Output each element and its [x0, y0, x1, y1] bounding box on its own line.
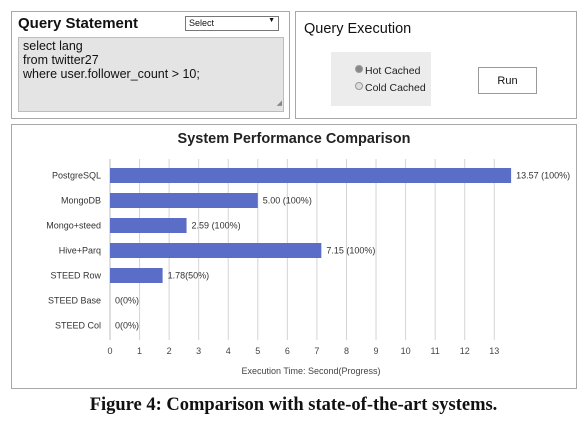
radio-label: Hot Cached — [365, 65, 421, 77]
x-axis-label: Execution Time: Second(Progress) — [241, 366, 380, 376]
x-tick-label: 13 — [489, 346, 499, 356]
x-tick-label: 2 — [167, 346, 172, 356]
x-tick-label: 7 — [314, 346, 319, 356]
data-label: 13.57 (100%) — [516, 171, 570, 181]
figure-caption: Figure 4: Comparison with state-of-the-a… — [89, 395, 498, 415]
data-label: 0(0%) — [115, 321, 139, 331]
data-label: 0(0%) — [115, 296, 139, 306]
chevron-down-icon: ▼ — [268, 17, 275, 24]
x-tick-label: 5 — [255, 346, 260, 356]
radio-cold-cached[interactable]: Cold Cached — [355, 82, 426, 94]
x-tick-label: 6 — [285, 346, 290, 356]
query-execution-panel: Query Execution Hot Cached Cold Cached R… — [295, 11, 577, 119]
x-tick-label: 0 — [107, 346, 112, 356]
query-line: select lang — [23, 39, 83, 53]
query-statement-panel: Query Statement Select ▼ select lang from… — [11, 11, 290, 119]
radio-label: Cold Cached — [365, 82, 426, 94]
data-label: 7.15 (100%) — [326, 246, 375, 256]
data-label: 5.00 (100%) — [263, 196, 312, 206]
category-label: Mongo+steed — [46, 221, 101, 231]
bar — [110, 268, 163, 283]
category-label: PostgreSQL — [52, 171, 101, 181]
x-tick-label: 8 — [344, 346, 349, 356]
resize-grip-icon[interactable]: ◢ — [276, 100, 282, 107]
x-tick-label: 9 — [374, 346, 379, 356]
category-label: STEED Row — [50, 271, 101, 281]
query-line: from twitter27 — [23, 53, 99, 67]
data-label: 2.59 (100%) — [192, 221, 241, 231]
bar — [110, 168, 512, 183]
x-tick-label: 1 — [137, 346, 142, 356]
query-line: where user.follower_count > 10; — [23, 67, 200, 81]
x-tick-label: 4 — [226, 346, 231, 356]
x-tick-label: 3 — [196, 346, 201, 356]
bar — [110, 193, 258, 208]
cache-option-group: Hot Cached Cold Cached — [331, 52, 431, 106]
data-label: 1.78(50%) — [168, 271, 210, 281]
chart-title: System Performance Comparison — [177, 131, 411, 147]
radio-unselected-icon[interactable] — [355, 82, 363, 90]
category-label: STEED Base — [48, 296, 101, 306]
select-value: Select — [189, 18, 215, 28]
category-label: STEED Col — [55, 321, 101, 331]
bar — [110, 243, 322, 258]
x-tick-label: 11 — [430, 346, 439, 356]
x-tick-label: 12 — [460, 346, 470, 356]
x-tick-label: 10 — [401, 346, 411, 356]
radio-hot-cached[interactable]: Hot Cached — [355, 65, 420, 77]
category-label: Hive+Parq — [59, 246, 101, 256]
bar — [110, 218, 187, 233]
radio-selected-icon[interactable] — [355, 65, 363, 73]
execution-panel-title: Query Execution — [304, 21, 412, 37]
query-select-dropdown[interactable]: Select ▼ — [185, 16, 279, 31]
run-button[interactable]: Run — [478, 67, 537, 94]
query-textarea[interactable]: select lang from twitter27 where user.foll… — [18, 37, 284, 112]
query-panel-title: Query Statement — [18, 15, 139, 32]
category-label: MongoDB — [61, 196, 101, 206]
